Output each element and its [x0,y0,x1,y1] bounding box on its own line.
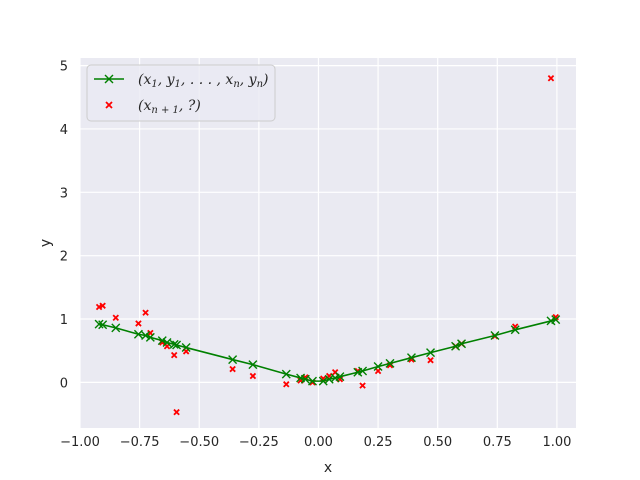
legend-line-label: (x1, y1, . . . , xn, yn) [138,72,269,90]
training-point [373,362,383,372]
training-point [318,376,328,386]
training-point [457,339,467,349]
training-point [162,337,172,347]
query-point [229,365,236,373]
training-point [426,348,436,358]
x-tick-label: 1.00 [542,435,571,450]
training-point [490,331,500,340]
y-tick-label: 3 [60,186,68,201]
training-point [228,355,238,365]
legend-box [86,64,276,122]
query-point [249,372,257,380]
x-tick-label: −1.00 [60,435,100,450]
y-tick-labels: 0 1 2 3 4 5 [60,60,68,392]
training-point [111,323,121,333]
training-point [510,325,520,335]
training-point [385,358,395,368]
query-point [142,309,149,316]
x-tick-label: 0.50 [423,435,452,450]
y-tick-label: 0 [60,376,68,391]
training-point [133,329,143,339]
training-point [281,369,291,379]
x-tick-label: 0.75 [483,435,512,450]
legend-query-marker [105,101,113,109]
query-point [359,382,366,389]
y-tick-label: 4 [60,123,68,138]
query-point [547,75,555,82]
training-point [248,360,258,370]
training-point [141,331,151,340]
training-point [145,332,155,342]
x-axis-label: x [324,460,332,476]
y-tick-label: 1 [60,313,68,328]
training-point [358,366,368,376]
query-point [99,302,106,309]
training-point [551,315,561,325]
legend-line-marker [104,74,114,84]
training-point [181,343,191,353]
y-axis-label: y [38,239,54,247]
training-point [335,372,345,382]
training-point [169,339,179,349]
x-tick-label: −0.25 [239,435,279,450]
query-point [283,381,290,388]
x-tick-label: 0.00 [304,435,333,450]
y-tick-label: 5 [60,60,68,75]
training-point [98,320,108,330]
x-tick-label: 0.25 [364,435,393,450]
x-tick-label: −0.50 [179,435,219,450]
x-tick-labels: −1.00 −0.75 −0.50 −0.25 0.00 0.25 0.50 0.75 1.00 [60,435,571,450]
training-point [308,376,317,386]
x-tick-label: −0.75 [120,435,160,450]
query-point [173,408,180,416]
legend: (x1, y1, . . . , xn, yn) (xn + 1, ?) [86,64,276,122]
training-point [157,336,167,346]
training-point [406,353,416,363]
training-point [300,374,310,384]
query-point [170,351,178,359]
query-point [135,320,142,327]
training-point [451,341,461,351]
training-line [94,315,561,386]
training-point [172,340,182,350]
query-point [427,356,434,364]
query-point [112,314,120,321]
y-tick-label: 2 [60,250,68,265]
training-point [94,319,104,329]
